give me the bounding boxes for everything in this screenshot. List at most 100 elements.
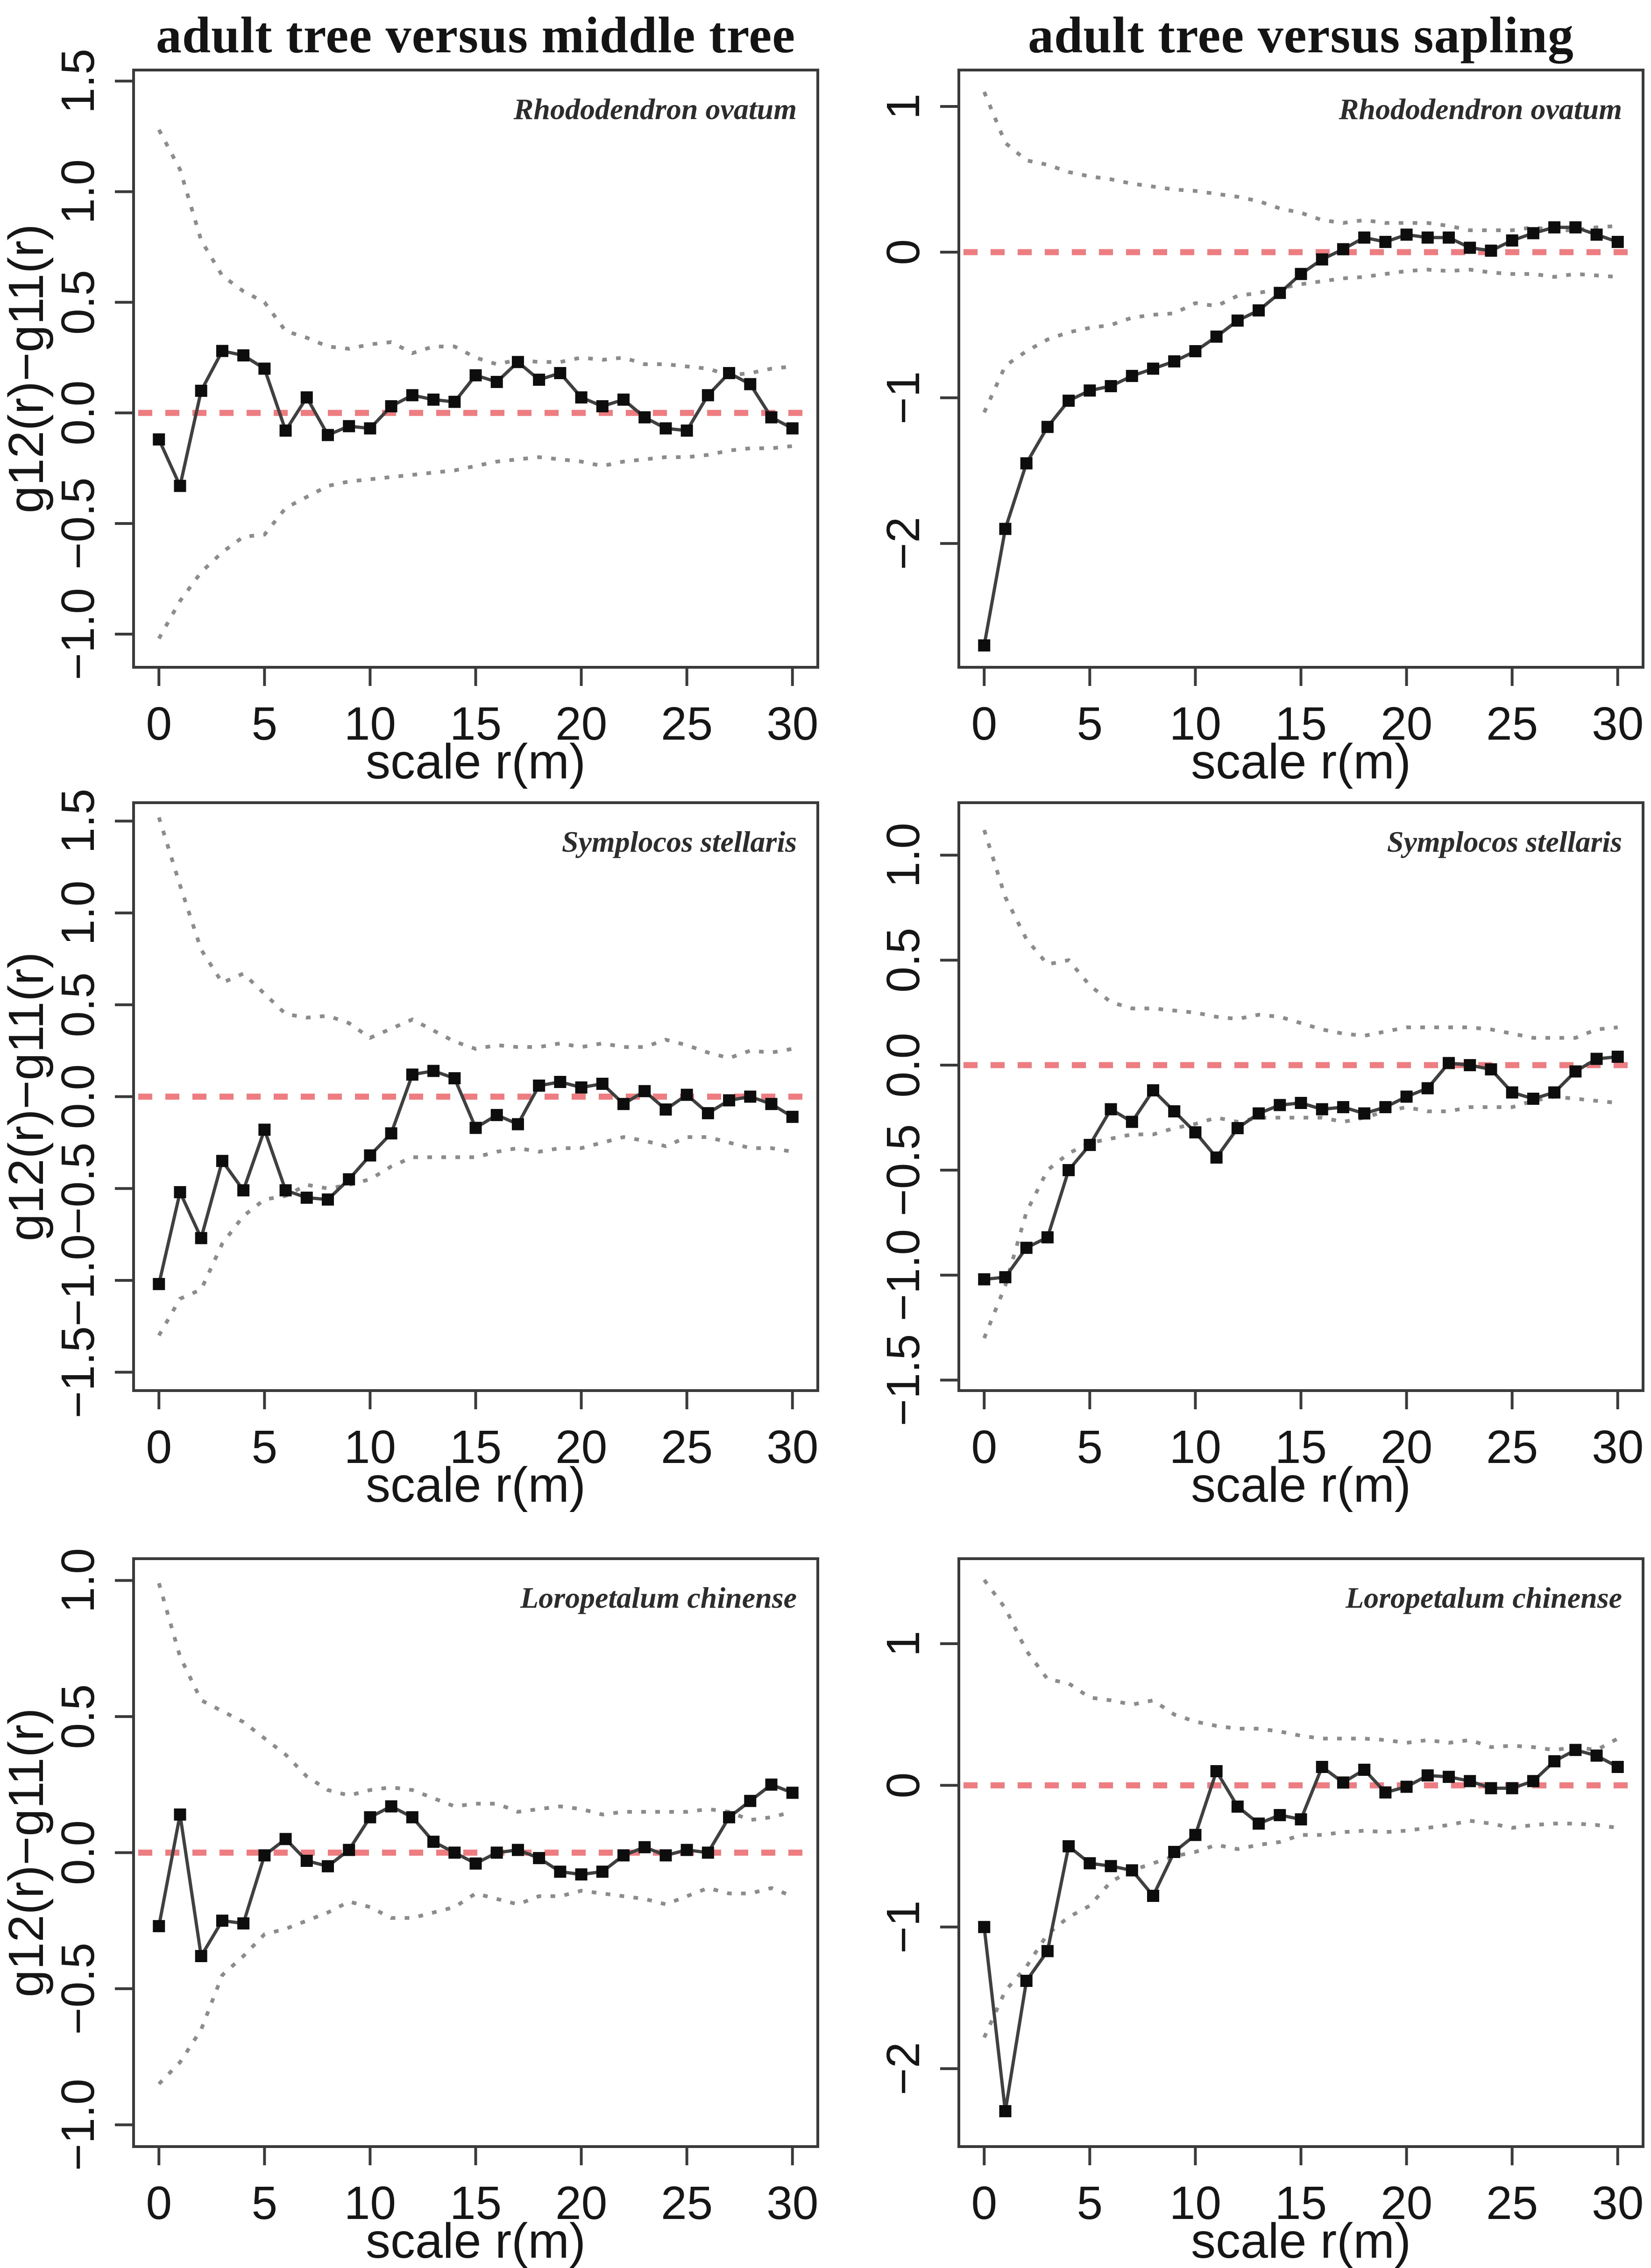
x-tick-label: 0	[146, 1421, 172, 1473]
y-tick-label: 0.0	[52, 1064, 104, 1129]
data-point-marker	[1231, 1122, 1244, 1134]
data-point-marker	[321, 1860, 334, 1872]
y-tick-label: 0	[877, 239, 929, 265]
x-tick-label: 20	[555, 1421, 607, 1473]
y-tick-label: −1.5	[52, 1326, 104, 1418]
data-point-marker	[617, 393, 630, 406]
x-tick-label: 20	[555, 2177, 607, 2229]
data-point-marker	[1020, 1242, 1033, 1254]
data-point-marker	[659, 422, 672, 435]
upper-envelope-line	[982, 829, 1618, 1040]
data-point-marker	[448, 396, 461, 408]
data-point-marker	[1063, 395, 1075, 407]
data-point-marker	[406, 389, 418, 402]
data-point-marker	[1569, 1065, 1582, 1078]
y-tick-label: 1.0	[52, 881, 104, 946]
data-point-marker	[1527, 1092, 1539, 1105]
data-point-marker	[554, 367, 567, 379]
species-label: Loropetalum chinense	[1345, 1581, 1622, 1614]
data-point-marker	[617, 1098, 630, 1110]
data-point-marker	[786, 1110, 799, 1123]
y-tick-label: 1.0	[52, 1548, 104, 1613]
data-point-marker	[999, 1271, 1012, 1284]
x-axis-title: scale r(m)	[1191, 1457, 1411, 1512]
data-point-marker	[385, 1127, 397, 1140]
data-point-marker	[1548, 1755, 1561, 1767]
data-point-marker	[1295, 1096, 1307, 1109]
data-point-marker	[300, 1854, 313, 1867]
data-point-marker	[1464, 1059, 1476, 1072]
data-point-marker	[1231, 1800, 1244, 1813]
x-tick-label: 25	[661, 2177, 713, 2229]
data-point-marker	[1611, 236, 1624, 248]
x-tick-label: 30	[1592, 1421, 1644, 1473]
species-label: Rhododendron ovatum	[1339, 92, 1622, 126]
x-tick-label: 20	[555, 698, 607, 750]
lower-envelope-line	[982, 268, 1618, 413]
data-point-marker	[1295, 268, 1307, 280]
data-point-marker	[1126, 1864, 1138, 1877]
plot-box	[957, 69, 1644, 669]
data-point-marker	[1168, 1105, 1181, 1117]
chart-panel-loropetalum-sapling: 0 5 10 15 20 25 30 −2 −1 0 1 scale r(m) Loropetalum …	[825, 1512, 1651, 2268]
data-point-marker	[195, 1232, 207, 1244]
data-point-marker	[765, 1098, 778, 1110]
data-point-marker	[174, 1186, 186, 1199]
x-tick-label: 30	[1592, 2177, 1644, 2229]
lower-envelope-line	[982, 1095, 1618, 1339]
data-point-marker	[237, 1917, 250, 1930]
data-point-marker	[744, 378, 757, 390]
data-point-marker	[1295, 1813, 1307, 1826]
chart-panel-symplocos-middle: 0 5 10 15 20 25 30 −1.5 −1.0 −0.5 0.0 0.5 1.0 1.5 scal…	[0, 756, 825, 1512]
data-point-marker	[385, 400, 397, 413]
data-point-marker	[174, 1808, 186, 1821]
data-point-marker	[1506, 1782, 1518, 1795]
data-point-marker	[1548, 221, 1561, 233]
data-point-marker	[1105, 1860, 1117, 1872]
data-point-marker	[343, 1173, 355, 1186]
data-point-marker	[1020, 457, 1033, 470]
data-point-marker	[469, 369, 482, 382]
data-point-marker	[1316, 1760, 1328, 1773]
data-point-marker	[1400, 1090, 1413, 1103]
data-point-marker	[279, 424, 292, 437]
x-tick-label: 25	[661, 1421, 713, 1473]
data-point-marker	[469, 1122, 482, 1134]
data-point-marker	[1274, 1099, 1286, 1111]
data-point-marker	[300, 1191, 313, 1204]
data-point-marker	[723, 1094, 736, 1107]
data-point-marker	[533, 1079, 546, 1092]
x-tick-label: 10	[344, 1421, 396, 1473]
data-point-marker	[448, 1072, 461, 1085]
data-point-marker	[999, 2105, 1012, 2118]
y-tick-label: 1	[877, 93, 929, 120]
data-point-marker	[195, 384, 207, 397]
data-point-marker	[1147, 362, 1159, 375]
y-tick-label: 1.0	[877, 823, 929, 888]
data-point-marker	[638, 411, 651, 424]
data-point-marker	[1569, 1744, 1582, 1756]
y-tick-label: −1.0	[877, 1229, 929, 1321]
plot-box	[957, 1557, 1644, 2148]
x-tick-label: 15	[450, 1421, 502, 1473]
lower-envelope-line	[982, 1819, 1618, 2039]
data-point-marker	[701, 1846, 714, 1859]
y-tick-label: −2	[877, 2042, 929, 2095]
y-tick-label: −1.0	[52, 2079, 104, 2171]
chart-panel-rhododendron-sapling: 0 5 10 15 20 25 30 −2 −1 0 1 scale r(m) Rhododendron…	[825, 0, 1651, 789]
data-point-marker	[1379, 1101, 1392, 1113]
data-point-marker	[744, 1090, 757, 1103]
lower-envelope-line	[157, 1886, 794, 2085]
data-point-marker	[237, 1184, 250, 1197]
data-point-marker	[1168, 355, 1181, 367]
x-axis-title: scale r(m)	[366, 1457, 586, 1512]
x-tick-label: 25	[1486, 2177, 1538, 2229]
observed-line	[982, 1748, 1619, 2113]
data-point-marker	[1147, 1084, 1159, 1097]
data-point-marker	[701, 1107, 714, 1119]
data-point-marker	[427, 1065, 440, 1077]
data-point-marker	[1210, 1765, 1223, 1778]
data-point-marker	[1126, 1116, 1138, 1128]
data-point-marker	[596, 1077, 609, 1090]
data-point-marker	[1485, 244, 1497, 257]
